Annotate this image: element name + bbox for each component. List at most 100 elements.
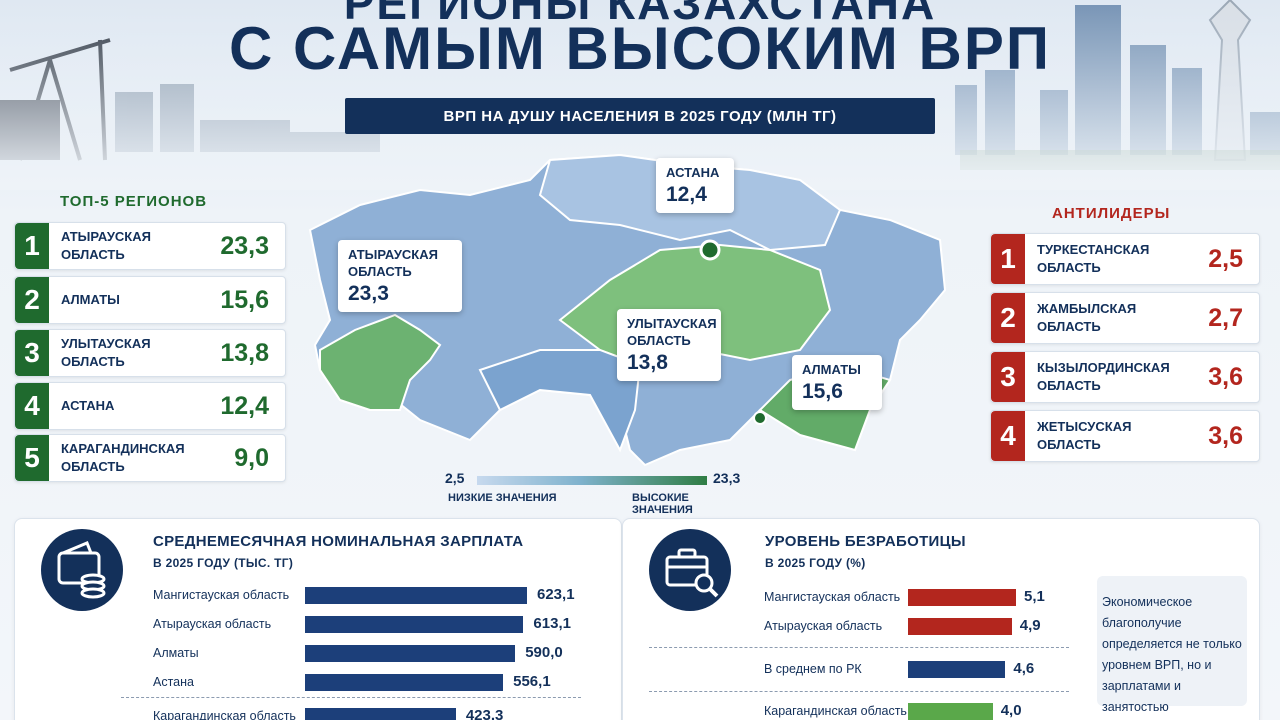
callout-almaty: АЛМАТЫ 15,6 bbox=[792, 355, 882, 410]
region-name: ЖАМБЫЛСКАЯ ОБЛАСТЬ bbox=[1037, 301, 1137, 334]
region-name: ЖЕТЫСУСКАЯ ОБЛАСТЬ bbox=[1037, 419, 1132, 452]
unemployment-bar-value: 4,6 bbox=[1013, 660, 1035, 677]
region-value: 2,5 bbox=[1208, 244, 1243, 273]
unemployment-divider bbox=[649, 647, 1069, 648]
rank-number: 4 bbox=[991, 411, 1025, 461]
unemployment-bar-value: 4,0 bbox=[1000, 702, 1022, 719]
region-name: АСТАНА bbox=[61, 398, 115, 413]
top5-item-5: 5 КАРАГАНДИНСКАЯ ОБЛАСТЬ 9,0 bbox=[14, 434, 286, 482]
callout-name: АТЫРАУСКАЯ ОБЛАСТЬ bbox=[348, 247, 438, 279]
unemployment-row-label: Карагандинская область bbox=[764, 704, 907, 718]
salary-row-label: Карагандинская область bbox=[153, 709, 296, 720]
legend-max: 23,3 bbox=[713, 470, 741, 486]
almaty-marker bbox=[753, 411, 767, 425]
page-title: С САМЫМ ВЫСОКИМ ВРП bbox=[229, 15, 1051, 82]
salary-title: СРЕДНЕМЕСЯЧНАЯ НОМИНАЛЬНАЯ ЗАРПЛАТА bbox=[153, 533, 524, 550]
salary-subtitle: В 2025 ГОДУ (ТЫС. ТГ) bbox=[153, 556, 294, 570]
salary-divider bbox=[121, 697, 581, 698]
unemployment-title: УРОВЕНЬ БЕЗРАБОТИЦЫ bbox=[765, 533, 966, 550]
antileaders-heading: АНТИЛИДЕРЫ bbox=[1052, 205, 1171, 222]
top5-heading: ТОП-5 РЕГИОНОВ bbox=[60, 193, 208, 210]
region-name: АЛМАТЫ bbox=[61, 292, 120, 307]
unemployment-divider bbox=[649, 691, 1069, 692]
subtitle-banner: ВРП НА ДУШУ НАСЕЛЕНИЯ В 2025 ГОДУ (МЛН Т… bbox=[345, 98, 935, 134]
salary-bar bbox=[305, 616, 524, 633]
legend-low-label: НИЗКИЕ ЗНАЧЕНИЯ bbox=[448, 492, 557, 504]
rank-number: 2 bbox=[991, 293, 1025, 343]
unemployment-bar bbox=[908, 661, 1006, 678]
region-value: 15,6 bbox=[220, 285, 269, 314]
salary-bar bbox=[305, 587, 527, 604]
rank-number: 2 bbox=[15, 277, 49, 323]
rank-number: 1 bbox=[991, 234, 1025, 284]
legend-min: 2,5 bbox=[445, 470, 465, 486]
region-value: 2,7 bbox=[1208, 303, 1243, 332]
wallet-coins-icon bbox=[41, 529, 123, 611]
salary-row-label: Алматы bbox=[153, 646, 199, 660]
rank-number: 3 bbox=[991, 352, 1025, 402]
salary-bar bbox=[305, 674, 504, 691]
legend-high-label: ВЫСОКИЕ ЗНАЧЕНИЯ bbox=[632, 492, 693, 516]
unemployment-subtitle: В 2025 ГОДУ (%) bbox=[765, 556, 866, 570]
region-name: АТЫРАУСКАЯ ОБЛАСТЬ bbox=[61, 229, 151, 262]
legend-gradient-bar bbox=[477, 476, 707, 485]
top5-item-4: 4 АСТАНА 12,4 bbox=[14, 382, 286, 430]
salary-row-label: Мангистауская область bbox=[153, 588, 290, 602]
region-name: КЫЗЫЛОРДИНСКАЯ ОБЛАСТЬ bbox=[1037, 360, 1170, 393]
rank-number: 5 bbox=[15, 435, 49, 481]
antileader-item-2: 2 ЖАМБЫЛСКАЯ ОБЛАСТЬ 2,7 bbox=[990, 292, 1260, 344]
unemployment-row-label: В среднем по РК bbox=[764, 662, 862, 676]
unemployment-row-label: Атырауская область bbox=[764, 619, 883, 633]
region-value: 9,0 bbox=[234, 443, 269, 472]
astana-marker bbox=[699, 239, 721, 261]
unemployment-bar-value: 4,9 bbox=[1019, 617, 1041, 634]
region-atyrau bbox=[319, 313, 442, 411]
rank-number: 1 bbox=[15, 223, 49, 269]
top5-item-3: 3 УЛЫТАУСКАЯ ОБЛАСТЬ 13,8 bbox=[14, 329, 286, 377]
salary-bar-value: 623,1 bbox=[537, 586, 575, 603]
unemployment-bar bbox=[908, 703, 993, 720]
rank-number: 4 bbox=[15, 383, 49, 429]
callout-value: 12,4 bbox=[666, 183, 707, 206]
antileader-item-4: 4 ЖЕТЫСУСКАЯ ОБЛАСТЬ 3,6 bbox=[990, 410, 1260, 462]
region-name: КАРАГАНДИНСКАЯ ОБЛАСТЬ bbox=[61, 441, 185, 474]
page-title-top-line: РЕГИОНЫ КАЗАХСТАНА bbox=[343, 0, 937, 29]
callout-atyrau: АТЫРАУСКАЯ ОБЛАСТЬ 23,3 bbox=[338, 240, 462, 312]
region-name: ТУРКЕСТАНСКАЯ ОБЛАСТЬ bbox=[1037, 242, 1150, 275]
salary-row-label: Атырауская область bbox=[153, 617, 272, 631]
region-name: УЛЫТАУСКАЯ ОБЛАСТЬ bbox=[61, 336, 151, 369]
region-south bbox=[478, 349, 642, 453]
unemployment-row-label: Мангистауская область bbox=[764, 590, 901, 604]
callout-name: УЛЫТАУСКАЯ ОБЛАСТЬ bbox=[627, 316, 717, 348]
region-value: 13,8 bbox=[220, 338, 269, 367]
callout-astana: АСТАНА 12,4 bbox=[656, 158, 734, 213]
antileader-item-3: 3 КЫЗЫЛОРДИНСКАЯ ОБЛАСТЬ 3,6 bbox=[990, 351, 1260, 403]
region-value: 23,3 bbox=[220, 231, 269, 260]
region-value: 3,6 bbox=[1208, 421, 1243, 450]
info-note: Экономическое благополучие определяется … bbox=[1097, 576, 1247, 714]
salary-bar-value: 613,1 bbox=[533, 615, 571, 632]
callout-value: 13,8 bbox=[627, 351, 668, 374]
callout-name: АСТАНА bbox=[666, 165, 720, 180]
salary-bar bbox=[305, 708, 456, 720]
callout-ulytau: УЛЫТАУСКАЯ ОБЛАСТЬ 13,8 bbox=[617, 309, 721, 381]
top5-item-1: 1 АТЫРАУСКАЯ ОБЛАСТЬ 23,3 bbox=[14, 222, 286, 270]
unemployment-bar-value: 5,1 bbox=[1024, 588, 1045, 605]
callout-value: 23,3 bbox=[348, 282, 389, 305]
briefcase-search-icon bbox=[649, 529, 731, 611]
region-value: 12,4 bbox=[220, 391, 269, 420]
top5-item-2: 2 АЛМАТЫ 15,6 bbox=[14, 276, 286, 324]
unemployment-bar bbox=[908, 618, 1012, 635]
antileader-item-1: 1 ТУРКЕСТАНСКАЯ ОБЛАСТЬ 2,5 bbox=[990, 233, 1260, 285]
callout-value: 15,6 bbox=[802, 380, 843, 403]
unemployment-bar bbox=[908, 589, 1016, 606]
salary-bar-value: 590,0 bbox=[525, 644, 563, 661]
rank-number: 3 bbox=[15, 330, 49, 376]
salary-bar-value: 423,3 bbox=[465, 707, 504, 720]
region-value: 3,6 bbox=[1208, 362, 1243, 391]
salary-bar-value: 556,1 bbox=[513, 673, 551, 690]
salary-bar bbox=[305, 645, 516, 662]
callout-name: АЛМАТЫ bbox=[802, 362, 861, 377]
salary-row-label: Астана bbox=[153, 675, 194, 689]
salary-panel: СРЕДНЕМЕСЯЧНАЯ НОМИНАЛЬНАЯ ЗАРПЛАТА В 20… bbox=[14, 518, 622, 720]
